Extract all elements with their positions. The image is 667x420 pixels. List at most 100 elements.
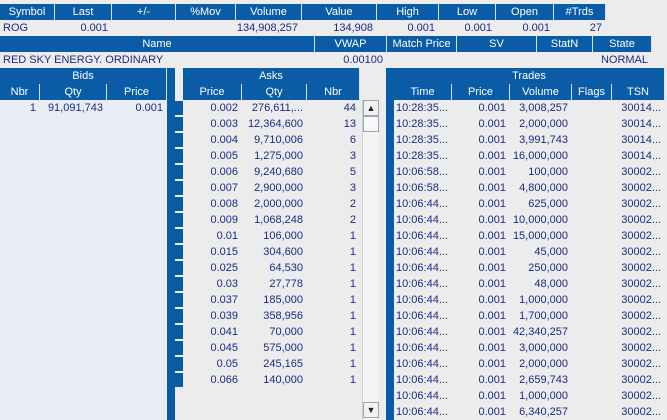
trade-row[interactable]: 10:06:44... 0.001 250,000 30002...	[394, 260, 665, 276]
trade-row[interactable]: 10:06:58... 0.001 4,800,000 30002...	[394, 180, 665, 196]
trade-row[interactable]: 10:06:44... 0.001 15,000,000 30002...	[394, 228, 665, 244]
trade-time: 10:06:44...	[396, 198, 448, 210]
trade-flags	[572, 148, 612, 164]
ask-row[interactable]: 0.004 9,710,006 6	[175, 132, 362, 148]
quote-header-change[interactable]: +/-	[112, 4, 176, 20]
asks-col-nbr[interactable]: Nbr	[307, 84, 360, 100]
ask-price: 0.009	[210, 214, 238, 226]
ask-qty: 358,956	[263, 310, 303, 322]
trade-row[interactable]: 10:28:35... 0.001 3,008,257 30014...	[394, 100, 665, 116]
info-header-match-price[interactable]: Match Price	[387, 36, 457, 52]
trade-flags	[572, 372, 612, 388]
trade-row[interactable]: 10:06:44... 0.001 1,000,000 30002...	[394, 388, 665, 404]
info-header-sv[interactable]: SV	[457, 36, 537, 52]
quote-value: 134,908	[333, 22, 373, 34]
ask-row[interactable]: 0.037 185,000 1	[175, 292, 362, 308]
quote-header-symbol[interactable]: Symbol	[0, 4, 55, 20]
asks-col-price[interactable]: Price	[183, 84, 242, 100]
trade-row[interactable]: 10:06:44... 0.001 2,659,743 30002...	[394, 372, 665, 388]
trades-col-time[interactable]: Time	[394, 84, 452, 100]
quote-header-high[interactable]: High	[377, 4, 439, 20]
trade-row[interactable]: 10:06:44... 0.001 625,000 30002...	[394, 196, 665, 212]
trade-row[interactable]: 10:06:44... 0.001 48,000 30002...	[394, 276, 665, 292]
scroll-thumb[interactable]	[363, 116, 379, 132]
info-header-vwap[interactable]: VWAP	[315, 36, 387, 52]
quote-header-last[interactable]: Last	[55, 4, 112, 20]
ask-row[interactable]: 0.005 1,275,000 3	[175, 148, 362, 164]
trade-row[interactable]: 10:06:44... 0.001 45,000 30002...	[394, 244, 665, 260]
info-header-state[interactable]: State	[593, 36, 652, 52]
ask-row[interactable]: 0.03 27,778 1	[175, 276, 362, 292]
trade-row[interactable]: 10:28:35... 0.001 2,000,000 30014...	[394, 116, 665, 132]
quote-header-volume[interactable]: Volume	[236, 4, 302, 20]
info-header-statn[interactable]: StatN	[537, 36, 593, 52]
ask-row[interactable]: 0.003 12,364,600 13	[175, 116, 362, 132]
trade-tsn: 30002...	[621, 246, 661, 258]
ask-price: 0.066	[210, 374, 238, 386]
trade-tsn: 30002...	[621, 326, 661, 338]
ask-row[interactable]: 0.006 9,240,680 5	[175, 164, 362, 180]
quote-header-value[interactable]: Value	[302, 4, 377, 20]
trade-row[interactable]: 10:06:44... 0.001 6,340,257 30002...	[394, 404, 665, 420]
trade-row[interactable]: 10:06:58... 0.001 100,000 30002...	[394, 164, 665, 180]
trade-row[interactable]: 10:06:44... 0.001 1,000,000 30002...	[394, 292, 665, 308]
bid-row[interactable]: 1 91,091,743 0.001	[0, 100, 167, 116]
trades-col-flags[interactable]: Flags	[572, 84, 612, 100]
quote-header-trades[interactable]: #Trds	[554, 4, 606, 20]
trade-row[interactable]: 10:28:35... 0.001 16,000,000 30014...	[394, 148, 665, 164]
bids-col-nbr[interactable]: Nbr	[0, 84, 40, 100]
quote-symbol: ROG	[3, 22, 29, 34]
info-values-row[interactable]: RED SKY ENERGY. ORDINARY 0.00100 NORMAL	[0, 52, 652, 68]
ask-row[interactable]: 0.009 1,068,248 2	[175, 212, 362, 228]
trade-tsn: 30002...	[621, 406, 661, 418]
quote-header-row: Symbol Last +/- %Mov Volume Value High L…	[0, 4, 606, 20]
ask-row-marker	[175, 325, 183, 339]
trade-price: 0.001	[478, 342, 506, 354]
trade-time: 10:28:35...	[396, 102, 448, 114]
arrow-down-icon[interactable]: ▼	[363, 402, 379, 418]
ask-row[interactable]: 0.025 64,530 1	[175, 260, 362, 276]
ask-row[interactable]: 0.015 304,600 1	[175, 244, 362, 260]
ask-nbr: 1	[349, 326, 356, 338]
ask-row[interactable]: 0.05 245,165 1	[175, 356, 362, 372]
asks-scrollbar[interactable]: ▲ ▼	[362, 100, 379, 420]
ask-row[interactable]: 0.007 2,900,000 3	[175, 180, 362, 196]
trade-price: 0.001	[478, 406, 506, 418]
ask-row[interactable]: 0.041 70,000 1	[175, 324, 362, 340]
arrow-up-icon[interactable]: ▲	[363, 100, 379, 116]
ask-row[interactable]: 0.045 575,000 1	[175, 340, 362, 356]
bids-col-qty[interactable]: Qty	[40, 84, 107, 100]
trade-price: 0.001	[478, 166, 506, 178]
trade-tsn: 30002...	[621, 182, 661, 194]
trade-volume: 48,000	[534, 278, 568, 290]
trade-price: 0.001	[478, 150, 506, 162]
trade-row[interactable]: 10:06:44... 0.001 42,340,257 30002...	[394, 324, 665, 340]
ask-row[interactable]: 0.066 140,000 1	[175, 372, 362, 388]
quote-header-low[interactable]: Low	[439, 4, 496, 20]
trade-row[interactable]: 10:06:44... 0.001 3,000,000 30002...	[394, 340, 665, 356]
trade-row[interactable]: 10:28:35... 0.001 3,991,743 30014...	[394, 132, 665, 148]
ask-row-marker	[175, 357, 183, 371]
quote-values-row[interactable]: ROG 0.001 134,908,257 134,908 0.001 0.00…	[0, 20, 606, 36]
quote-header-mov[interactable]: %Mov	[176, 4, 236, 20]
trade-volume: 10,000,000	[512, 214, 568, 226]
trade-row[interactable]: 10:06:44... 0.001 1,700,000 30002...	[394, 308, 665, 324]
ask-row[interactable]: 0.008 2,000,000 2	[175, 196, 362, 212]
trades-col-price[interactable]: Price	[452, 84, 510, 100]
ask-row[interactable]: 0.002 276,611,... 44	[175, 100, 362, 116]
ask-row-marker	[175, 261, 183, 275]
asks-col-qty[interactable]: Qty	[242, 84, 307, 100]
trade-row[interactable]: 10:06:44... 0.001 2,000,000 30002...	[394, 356, 665, 372]
quote-header-open[interactable]: Open	[496, 4, 554, 20]
info-header-name[interactable]: Name	[0, 36, 315, 52]
ask-row[interactable]: 0.01 106,000 1	[175, 228, 362, 244]
trade-row[interactable]: 10:06:44... 0.001 10,000,000 30002...	[394, 212, 665, 228]
ask-row-marker	[175, 213, 183, 227]
bids-col-price[interactable]: Price	[107, 84, 167, 100]
ask-nbr: 44	[343, 102, 356, 114]
trades-title: Trades	[394, 68, 665, 84]
trades-col-volume[interactable]: Volume	[510, 84, 572, 100]
ask-row[interactable]: 0.039 358,956 1	[175, 308, 362, 324]
trades-col-tsn[interactable]: TSN	[612, 84, 665, 100]
ask-qty: 1,275,000	[254, 150, 303, 162]
